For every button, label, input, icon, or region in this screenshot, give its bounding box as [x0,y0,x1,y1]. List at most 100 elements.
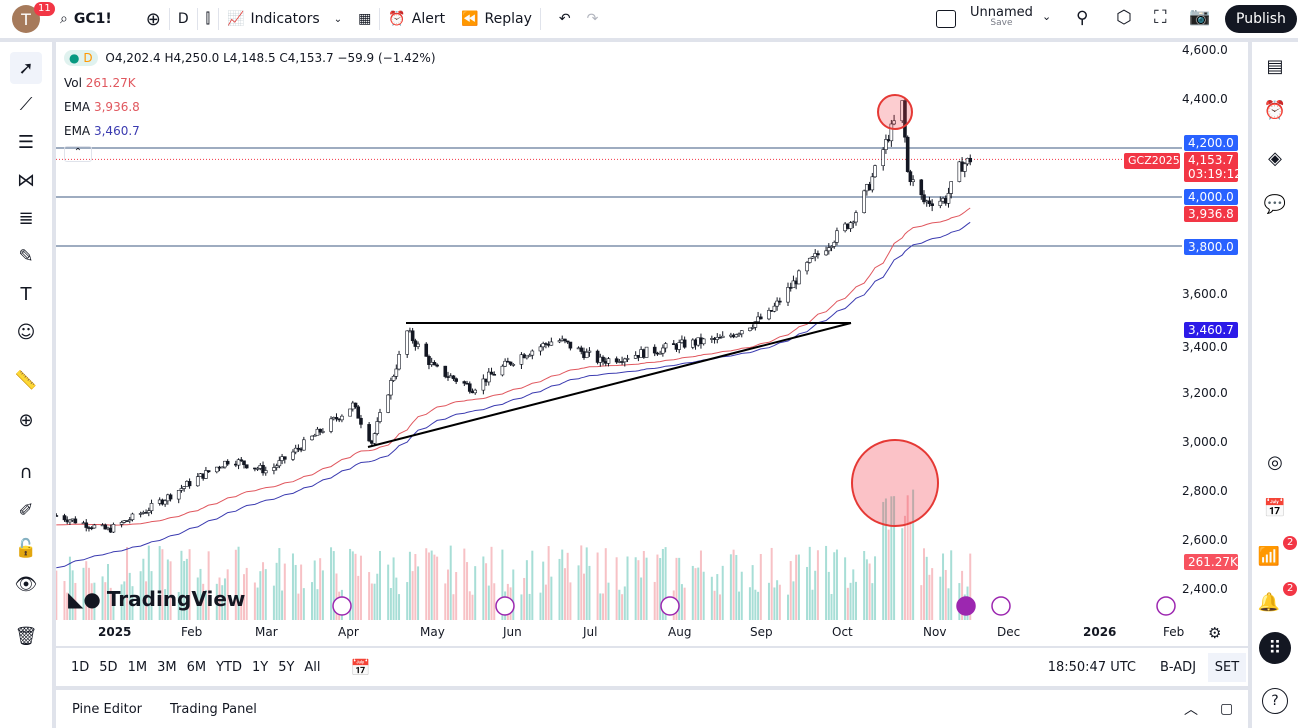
session-toggle[interactable]: SET [1208,652,1246,682]
apps-grid-icon[interactable]: ⠿ [1259,632,1291,664]
candle-body [119,522,124,525]
alerts-clock-icon[interactable]: ⏰ [1263,99,1287,121]
chevron-down-icon: ⌄ [333,13,343,25]
undo-button[interactable]: ↶ [551,0,579,38]
triangle-support-line [367,322,852,448]
range-3m[interactable]: 3M [157,659,177,675]
range-all[interactable]: All [304,659,321,675]
alert-button[interactable]: ⏰ Alert [388,11,446,27]
range-ytd[interactable]: YTD [216,659,242,675]
candle-body [310,435,314,441]
cursor-icon[interactable]: ➚ [10,52,42,84]
fib-icon[interactable]: ≣ [18,207,34,229]
layout-checkbox[interactable] [936,10,956,28]
candle-body [206,470,211,473]
volume-bar [544,584,547,620]
chat-icon[interactable]: 💬 [1263,193,1287,215]
badj-toggle[interactable]: B-ADJ [1159,659,1197,675]
candle-body [489,371,494,375]
volume-bar [85,561,88,620]
goto-date-icon[interactable]: 📅 [350,657,371,677]
layout-name[interactable]: Unnamed Save [970,5,1033,28]
volume-bar [234,549,237,620]
ideas-icon[interactable]: 📶 [1257,545,1281,567]
layers-icon[interactable]: ◈ [1268,147,1282,169]
ruler-icon[interactable]: 📏 [14,369,38,391]
text-icon[interactable]: T [20,283,32,305]
brush-icon[interactable]: ✎ [18,245,34,267]
bell-icon[interactable]: 🔔 [1257,591,1281,613]
clock[interactable]: 18:50:47 UTC [1047,659,1136,675]
lock-icon[interactable]: 🔓 [14,537,38,559]
maximize-icon[interactable]: ▢ [1220,701,1234,717]
lock-drawing-icon[interactable]: ✐ [18,499,34,521]
volume-bar [797,554,800,620]
range-1d[interactable]: 1D [71,659,90,675]
candle-body [293,447,298,453]
horizontal-lines-icon[interactable]: ☰ [17,131,35,153]
symbol-search[interactable]: ⌕ GC1! [60,11,112,27]
watchlist-icon[interactable]: ▤ [1266,55,1284,77]
volume-bar [550,576,553,620]
settings-icon[interactable]: ⬡ [1116,7,1132,28]
range-1m[interactable]: 1M [127,659,148,675]
price-chart[interactable] [56,42,1248,646]
emoji-icon[interactable]: ☺ [16,321,36,343]
volume-bar [621,594,624,620]
range-6m[interactable]: 6M [186,659,207,675]
range-5d[interactable]: 5D [99,659,118,675]
price-tick: 3,600.0 [1182,287,1228,301]
candle-body [892,120,896,125]
candle-body [394,368,399,377]
chevron-up-icon[interactable]: ︿ [1184,702,1198,718]
volume-bar [449,545,452,620]
eye-icon[interactable]: 👁 [14,573,38,595]
range-1y[interactable]: 1Y [251,659,269,675]
trend-line-icon[interactable]: ⟋ [19,93,33,115]
chart-type-button[interactable]: ⫿ [198,0,218,38]
volume-bar [569,582,572,620]
fullscreen-icon[interactable]: ⛶ [1154,7,1167,28]
templates-button[interactable]: ▦ [350,0,379,38]
pine-editor-tab[interactable]: Pine Editor [72,701,143,717]
collapse-legend-button[interactable]: ⌃ [64,146,92,162]
chart-area[interactable]: ● D O4,202.4 H4,250.0 L4,148.5 C4,153.7 … [56,42,1248,646]
publish-button[interactable]: Publish [1225,5,1297,33]
trading-panel-tab[interactable]: Trading Panel [170,701,257,717]
range-5y[interactable]: 5Y [278,659,295,675]
quick-search-icon[interactable]: ⚲ [1076,8,1089,28]
pattern-icon[interactable]: ⋈ [17,169,35,191]
compare-button[interactable]: ⊕ [138,0,169,38]
redo-button[interactable]: ↷ [579,0,607,38]
indicators-button[interactable]: 📈 Indicators ⌄ [227,11,343,27]
volume-bar [109,587,112,620]
signal-icon[interactable]: ◎ [1267,451,1283,473]
candle-body [606,358,611,364]
volume-bar [623,586,626,620]
candle-body [622,358,627,363]
magnet-icon[interactable]: ∩ [19,461,33,483]
volume-bar [297,593,300,620]
volume-bar [202,583,205,620]
trash-icon[interactable]: 🗑 [14,625,38,647]
calendar-icon[interactable]: 📅 [1263,497,1287,519]
candle-body [557,340,562,343]
volume-bar [123,581,126,620]
volume-bar [561,549,564,620]
volume-bar [104,582,107,620]
chevron-down-icon[interactable]: ⌄ [1042,10,1052,23]
volume-bar [204,589,207,620]
tradingview-logo[interactable]: ◣● TradingView [68,587,246,611]
volume-bar [264,569,267,620]
help-icon[interactable]: ? [1262,688,1288,714]
replay-button[interactable]: ⏪ Replay [461,11,532,27]
volume-bar [909,521,912,620]
axis-settings-icon[interactable]: ⚙ [1208,624,1222,642]
volume-bar [947,588,950,620]
camera-icon[interactable]: 📷 [1189,7,1211,27]
candle-body [595,350,600,363]
volume-bar [87,567,90,620]
interval-button[interactable]: D [177,11,189,27]
zoom-icon[interactable]: ⊕ [18,409,34,431]
volume-bar [468,591,471,620]
